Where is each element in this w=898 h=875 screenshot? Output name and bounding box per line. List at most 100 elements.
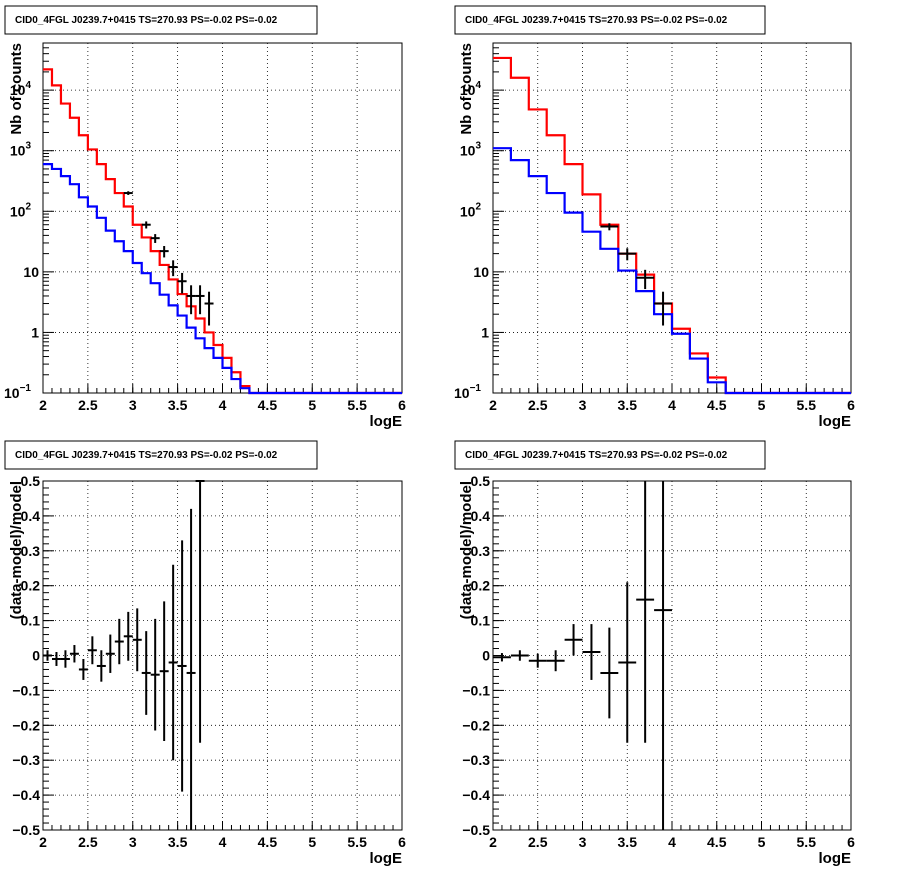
data-point [177,540,187,792]
y-tick-label: 0.1 [471,613,491,629]
title-box [454,440,766,470]
y-tick-label: 0.1 [21,613,41,629]
y-tick-label: −0.3 [462,752,490,768]
data-point [87,636,97,665]
x-tick-label: 4.5 [707,397,727,413]
data-point [123,611,133,661]
x-tick-label: 5.5 [347,834,367,850]
chart-panel-1: CID0_4FGL J0239.7+0415 TS=270.93 PS=-0.0… [4,5,406,430]
data-point [186,508,196,830]
y-tick-label: 0.3 [21,543,41,559]
data-point [78,658,88,680]
x-tick-label: 3.5 [168,397,188,413]
y-tick-label: 102 [460,201,482,219]
data-point [546,650,565,672]
title-box [4,440,318,470]
y-tick-label: 0.2 [471,578,491,594]
x-tick-label: 6 [847,834,855,850]
data-point [618,248,637,261]
data-point [69,645,79,663]
x-axis-title: logE [819,850,852,867]
x-tick-label: 2.5 [528,397,548,413]
chart-title: CID0_4FGL J0239.7+0415 TS=270.93 PS=-0.0… [465,15,728,26]
data-point [195,285,205,315]
x-axis-title: logE [819,413,852,430]
data-point [159,601,169,742]
data-point [168,260,178,277]
data-point [43,650,52,661]
x-tick-label: 4.5 [258,834,278,850]
y-axis-title: (data-model)/model [458,481,475,619]
title-box [4,5,318,35]
x-tick-label: 3.5 [618,834,638,850]
data-point [195,480,205,743]
histogram-series-2 [43,163,402,395]
data-point [96,650,106,682]
y-tick-label: 0 [482,648,490,664]
y-tick-label: 0.2 [21,578,41,594]
y-tick-label: 103 [460,141,482,159]
x-tick-label: 2 [39,834,47,850]
x-axis-title: logE [370,850,403,867]
data-point [654,291,672,326]
data-point [600,627,619,719]
x-tick-label: 5.5 [347,397,367,413]
data-point [510,650,529,661]
y-tick-label: 10 [23,264,39,280]
x-tick-label: 4 [668,834,676,850]
data-point [123,191,133,195]
x-tick-label: 5 [308,397,316,413]
x-tick-label: 3 [129,834,137,850]
x-tick-label: 5.5 [797,397,817,413]
x-tick-label: 5 [758,397,766,413]
x-tick-label: 6 [398,397,406,413]
data-point [150,618,160,731]
data-point [186,285,196,315]
x-tick-label: 2.5 [78,397,98,413]
x-tick-label: 2.5 [528,834,548,850]
chart-title: CID0_4FGL J0239.7+0415 TS=270.93 PS=-0.0… [15,15,278,26]
y-tick-label: 10 [473,264,489,280]
data-point [141,221,151,229]
x-tick-label: 5 [758,834,766,850]
y-tick-label: 0.5 [21,473,41,489]
data-point [150,234,160,243]
histogram-series-2 [493,147,851,395]
x-tick-label: 2 [489,834,497,850]
y-tick-label: 0.3 [471,543,491,559]
data-point [618,582,637,743]
x-tick-label: 2 [39,397,47,413]
x-tick-label: 5.5 [797,834,817,850]
y-tick-label: 0.4 [471,508,491,524]
y-tick-label: 104 [10,80,32,98]
y-tick-label: −0.2 [12,717,40,733]
y-tick-label: 0 [32,648,40,664]
y-tick-label: 0.5 [471,473,491,489]
y-tick-label: −0.2 [462,717,490,733]
y-tick-label: 103 [10,141,32,159]
y-axis-title: Nb of counts [8,43,25,135]
y-tick-label: 1 [481,324,489,340]
y-tick-label: 10−1 [454,383,481,401]
data-point [105,634,115,673]
y-tick-label: −0.5 [12,822,40,838]
x-tick-label: 2.5 [78,834,98,850]
data-point [114,618,124,665]
chart-title: CID0_4FGL J0239.7+0415 TS=270.93 PS=-0.0… [465,450,728,461]
data-point [204,291,214,326]
y-tick-label: 104 [460,80,482,98]
data-point [168,564,178,761]
data-point [636,269,655,290]
y-tick-label: −0.5 [462,822,490,838]
x-tick-label: 4 [219,397,227,413]
y-tick-label: 102 [10,201,32,219]
chart-panel-4: CID0_4FGL J0239.7+0415 TS=270.93 PS=-0.0… [454,440,855,867]
data-point [582,624,601,680]
chart-panel-3: CID0_4FGL J0239.7+0415 TS=270.93 PS=-0.0… [4,440,406,867]
x-tick-label: 3 [579,834,587,850]
x-axis-title: logE [370,413,403,430]
x-tick-label: 3.5 [618,397,638,413]
x-tick-label: 6 [847,397,855,413]
chart-title: CID0_4FGL J0239.7+0415 TS=270.93 PS=-0.0… [15,450,278,461]
